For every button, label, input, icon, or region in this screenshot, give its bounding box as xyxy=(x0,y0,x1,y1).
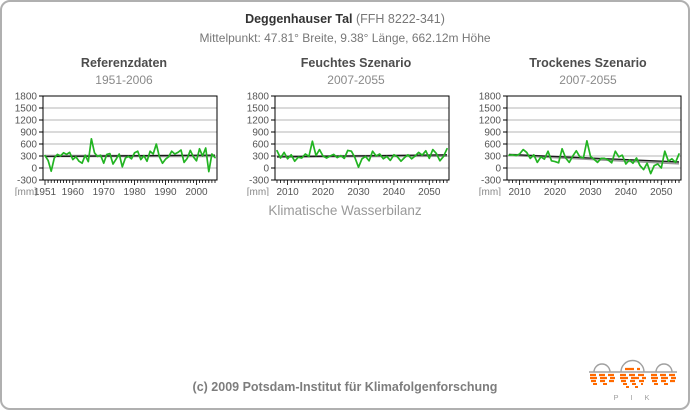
svg-text:[mm]: [mm] xyxy=(479,187,501,196)
svg-text:1200: 1200 xyxy=(15,116,38,127)
data-series-line xyxy=(44,137,216,173)
chart-period: 1951-2006 xyxy=(95,73,153,87)
svg-text:2020: 2020 xyxy=(544,187,567,196)
svg-text:1500: 1500 xyxy=(479,104,502,115)
svg-text:2030: 2030 xyxy=(579,187,602,196)
svg-text:1800: 1800 xyxy=(247,92,270,103)
svg-text:1960: 1960 xyxy=(62,187,85,196)
trend-line xyxy=(276,154,448,158)
svg-text:2010: 2010 xyxy=(276,187,299,196)
svg-text:0: 0 xyxy=(263,164,269,175)
svg-text:0: 0 xyxy=(31,164,37,175)
svg-text:1990: 1990 xyxy=(154,187,177,196)
svg-text:1200: 1200 xyxy=(247,116,270,127)
svg-text:300: 300 xyxy=(20,152,37,163)
logo-pik-text: P I K xyxy=(613,393,654,402)
page-title: Deggenhauser Tal (FFH 8222-341) xyxy=(2,12,688,26)
svg-text:1980: 1980 xyxy=(123,187,146,196)
svg-text:2020: 2020 xyxy=(312,187,335,196)
site-code: (FFH 8222-341) xyxy=(352,12,445,26)
pik-logo: P I K xyxy=(588,356,680,407)
site-name: Deggenhauser Tal xyxy=(245,12,353,26)
svg-text:2030: 2030 xyxy=(347,187,370,196)
chart-referenzdaten: Referenzdaten 1951-2006 -300 0 300 600 900 12… xyxy=(5,56,221,201)
chart-plot-host: -300 0 300 600 900 1200 1500 1800 1951 1960 1970 19… xyxy=(5,90,221,201)
axis-caption: Klimatische Wasserbilanz xyxy=(268,203,422,218)
chart-title: Referenzdaten xyxy=(80,56,168,70)
svg-text:1500: 1500 xyxy=(15,104,38,115)
svg-text:-300: -300 xyxy=(17,176,37,187)
site-coordinates: Mittelpunkt: 47.81° Breite, 9.38° Länge,… xyxy=(199,31,491,45)
data-series-line xyxy=(508,139,680,175)
svg-text:300: 300 xyxy=(252,152,269,163)
svg-text:0: 0 xyxy=(495,164,501,175)
chart-plot-host: -300 0 300 600 900 1200 1500 1800 2010 2020 2030 20… xyxy=(237,90,453,201)
svg-text:1200: 1200 xyxy=(479,116,502,127)
svg-text:1970: 1970 xyxy=(93,187,116,196)
svg-text:1800: 1800 xyxy=(15,92,38,103)
chart-plot-host: -300 0 300 600 900 1200 1500 1800 2010 2020 2030 20… xyxy=(469,90,685,201)
svg-text:900: 900 xyxy=(252,128,269,139)
chart-trockenes-szenario: Trockenes Szenario 2007-2055 -300 0 300 600… xyxy=(469,56,685,201)
chart-period: 2007-2055 xyxy=(327,73,385,87)
chart-title: Trockenes Szenario xyxy=(529,56,647,70)
svg-text:2040: 2040 xyxy=(615,187,638,196)
svg-text:2000: 2000 xyxy=(185,187,208,196)
data-series-line xyxy=(276,140,448,169)
svg-text:2050: 2050 xyxy=(650,187,673,196)
svg-text:1951: 1951 xyxy=(34,187,57,196)
svg-text:300: 300 xyxy=(484,152,501,163)
chart-title: Feuchtes Szenario xyxy=(300,56,412,70)
svg-text:1500: 1500 xyxy=(247,104,270,115)
svg-text:900: 900 xyxy=(484,128,501,139)
pik-logo-graphic: P I K xyxy=(589,359,677,402)
logo-dome-center-icon xyxy=(620,359,645,373)
svg-text:600: 600 xyxy=(20,140,37,151)
logo-dome-left-icon xyxy=(593,363,611,373)
svg-text:1800: 1800 xyxy=(479,92,502,103)
svg-text:[mm]: [mm] xyxy=(247,187,269,196)
logo-dome-right-icon xyxy=(655,363,673,373)
trend-line xyxy=(44,154,216,158)
svg-text:2040: 2040 xyxy=(383,187,406,196)
svg-text:-300: -300 xyxy=(249,176,269,187)
svg-text:600: 600 xyxy=(252,140,269,151)
svg-text:-300: -300 xyxy=(481,176,501,187)
logo-building-stripes xyxy=(590,367,676,388)
svg-text:900: 900 xyxy=(20,128,37,139)
svg-text:[mm]: [mm] xyxy=(15,187,37,196)
charts-row: Referenzdaten 1951-2006 -300 0 300 600 900 12… xyxy=(2,56,688,201)
copyright-text: (c) 2009 Potsdam-Institut für Klimafolge… xyxy=(192,380,498,394)
svg-text:2010: 2010 xyxy=(508,187,531,196)
svg-text:600: 600 xyxy=(484,140,501,151)
report-header: Deggenhauser Tal (FFH 8222-341) Mittelpu… xyxy=(2,2,688,45)
chart-period: 2007-2055 xyxy=(559,73,617,87)
svg-text:2050: 2050 xyxy=(418,187,441,196)
chart-feuchtes-szenario: Feuchtes Szenario 2007-2055 -300 0 300 600 9… xyxy=(237,56,453,201)
